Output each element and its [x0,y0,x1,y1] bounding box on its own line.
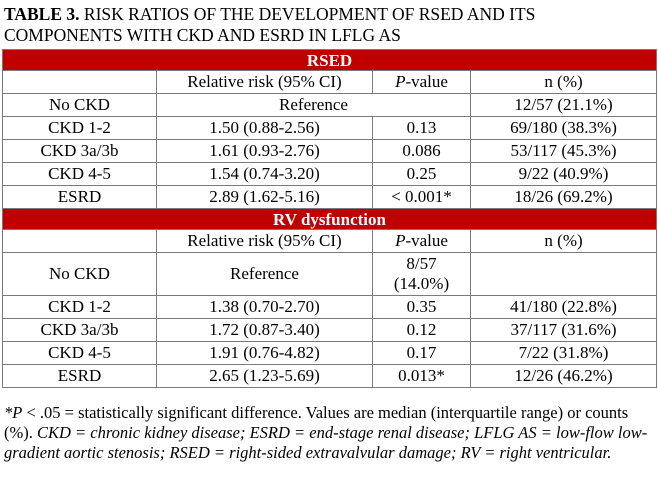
cell-n: 41/180 (22.8%) [469,295,658,319]
row-label: No CKD [2,93,157,117]
footnote-text: < .05 = statistically significant differ… [4,403,629,442]
cell-relative-risk: 1.50 (0.88-2.56) [156,116,373,140]
table-row: CKD 3a/3b 1.72 (0.87-3.40) 0.12 37/117 (… [2,318,658,342]
table-row: No CKD Reference 8/57 (14.0%) [2,252,658,296]
header-p-italic: P [395,72,406,91]
column-header-row: Relative risk (95% CI) P-value n (%) [2,70,658,94]
cell-relative-risk: Reference [156,252,373,296]
cell-p-value: 0.12 [372,318,471,342]
cell-p-value: 0.25 [372,162,471,186]
cell-n: 12/26 (46.2%) [469,364,658,388]
section-header-rsed: RSED [1,49,658,71]
header-empty [2,70,157,94]
table-footnote: *P < .05 = statistically significant dif… [4,403,654,463]
header-relative-risk: Relative risk (95% CI) [156,229,373,253]
cell-n: 37/117 (31.6%) [469,318,658,342]
table-title: TABLE 3. RISK RATIOS OF THE DEVELOPMENT … [4,4,654,46]
section-header-rv-dysfunction: RV dysfunction [1,208,658,230]
row-label: CKD 3a/3b [2,139,157,163]
row-label: CKD 3a/3b [2,318,157,342]
cell-relative-risk: 1.38 (0.70-2.70) [156,295,373,319]
header-n-percent: n (%) [469,229,658,253]
cell-relative-risk: 2.89 (1.62-5.16) [156,185,373,209]
cell-n: 18/26 (69.2%) [469,185,658,209]
header-empty [2,229,157,253]
cell-p-value: 0.35 [372,295,471,319]
cell-p-value: 0.013* [372,364,471,388]
results-table: RSED Relative risk (95% CI) P-value n (%… [1,49,658,388]
row-label: CKD 1-2 [2,295,157,319]
cell-p-value: < 0.001* [372,185,471,209]
cell-relative-risk: 1.61 (0.93-2.76) [156,139,373,163]
row-label: No CKD [2,252,157,296]
cell-n [469,252,658,296]
header-p-value: P-value [372,70,471,94]
row-label: CKD 1-2 [2,116,157,140]
header-relative-risk: Relative risk (95% CI) [156,70,373,94]
cell-p-line1: 8/57 [406,254,437,273]
cell-relative-risk: 1.72 (0.87-3.40) [156,318,373,342]
cell-p-value: 8/57 (14.0%) [372,252,471,296]
row-label: ESRD [2,364,157,388]
cell-relative-risk: 1.54 (0.74-3.20) [156,162,373,186]
cell-relative-risk: Reference [156,93,471,117]
table-caption: RISK RATIOS OF THE DEVELOPMENT OF RSED A… [4,4,536,45]
section-heading: RV dysfunction [1,208,658,230]
table-row: No CKD Reference 12/57 (21.1%) [2,93,658,117]
table-row: ESRD 2.89 (1.62-5.16) < 0.001* 18/26 (69… [2,185,658,209]
cell-relative-risk: 1.91 (0.76-4.82) [156,341,373,365]
cell-n: 9/22 (40.9%) [469,162,658,186]
column-header-row: Relative risk (95% CI) P-value n (%) [2,229,658,253]
footnote-abbreviations: CKD = chronic kidney disease; ESRD = end… [4,423,648,462]
header-p-value: P-value [372,229,471,253]
table-row: CKD 3a/3b 1.61 (0.93-2.76) 0.086 53/117 … [2,139,658,163]
cell-n: 7/22 (31.8%) [469,341,658,365]
cell-n: 69/180 (38.3%) [469,116,658,140]
table-row: CKD 1-2 1.50 (0.88-2.56) 0.13 69/180 (38… [2,116,658,140]
table-number: TABLE 3. [4,4,80,24]
cell-relative-risk: 2.65 (1.23-5.69) [156,364,373,388]
header-p-italic: P [395,231,406,250]
table-row: CKD 4-5 1.91 (0.76-4.82) 0.17 7/22 (31.8… [2,341,658,365]
row-label: CKD 4-5 [2,162,157,186]
cell-p-value: 0.17 [372,341,471,365]
table-row: CKD 4-5 1.54 (0.74-3.20) 0.25 9/22 (40.9… [2,162,658,186]
table-row: CKD 1-2 1.38 (0.70-2.70) 0.35 41/180 (22… [2,295,658,319]
row-label: ESRD [2,185,157,209]
row-label: CKD 4-5 [2,341,157,365]
footnote-star-p: *P [4,403,23,422]
table-row: ESRD 2.65 (1.23-5.69) 0.013* 12/26 (46.2… [2,364,658,388]
cell-p-value: 0.086 [372,139,471,163]
cell-p-value: 0.13 [372,116,471,140]
cell-n: 53/117 (45.3%) [469,139,658,163]
cell-p-line2: (14.0%) [393,274,450,293]
header-n-percent: n (%) [469,70,658,94]
cell-n: 12/57 (21.1%) [469,93,658,117]
section-heading: RSED [1,49,658,71]
